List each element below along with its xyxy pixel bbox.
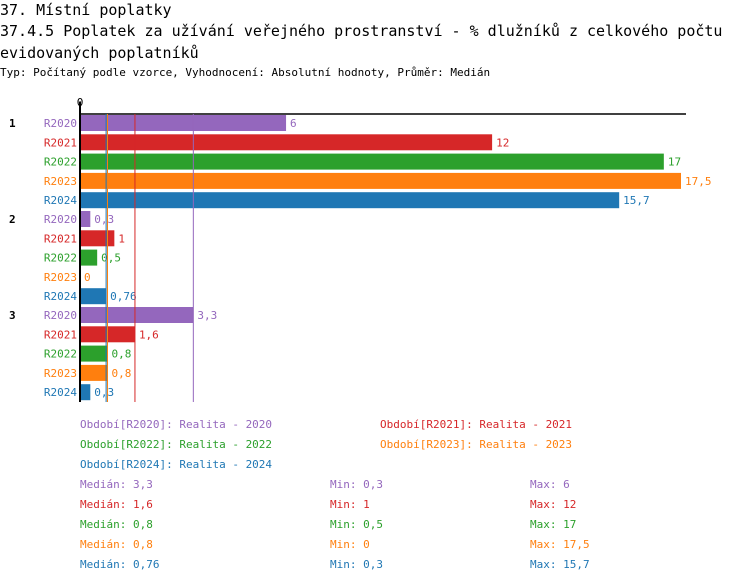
group-label: 1 [9, 117, 16, 130]
legend-item-R2024: Období[R2024]: Realita - 2024 [80, 458, 273, 471]
legend-item-R2022: Období[R2022]: Realita - 2022 [80, 438, 273, 451]
series-row-label: R2024 [44, 194, 77, 207]
data-label: 15,7 [623, 194, 650, 207]
bar-R2022-group-3 [80, 345, 108, 362]
series-row-label: R2024 [44, 290, 77, 303]
bar-R2023-group-3 [80, 364, 108, 381]
data-label: 17 [668, 156, 681, 169]
group-label: 3 [9, 309, 16, 322]
min-stat-R2023: Min: 0 [330, 538, 370, 551]
chart-subtitle: Typ: Počítaný podle vzorce, Vyhodnocení:… [0, 66, 491, 79]
data-label: 1 [118, 232, 125, 245]
series-row-label: R2023 [44, 271, 77, 284]
series-row-label: R2020 [44, 117, 77, 130]
min-stat-R2020: Min: 0,3 [330, 478, 383, 491]
bar-R2020-group-2 [80, 211, 91, 227]
series-row-label: R2022 [44, 252, 77, 265]
series-row-label: R2023 [44, 175, 77, 188]
legend-item-R2023: Období[R2023]: Realita - 2023 [380, 438, 573, 451]
section-title: 37. Místní poplatky [0, 1, 172, 19]
data-label: 6 [290, 117, 297, 130]
group-label: 2 [9, 213, 16, 226]
median-stat-R2023: Medián: 0,8 [80, 538, 153, 551]
bar-R2022-group-1 [80, 153, 664, 170]
bar-R2024-group-3 [80, 384, 91, 401]
max-stat-R2023: Max: 17,5 [530, 538, 590, 551]
series-row-label: R2022 [44, 156, 77, 169]
series-row-label: R2023 [44, 367, 77, 380]
series-row-label: R2021 [44, 136, 77, 149]
max-stat-R2020: Max: 6 [530, 478, 570, 491]
data-label: 12 [496, 136, 509, 149]
bar-R2023-group-1 [80, 172, 681, 189]
data-label: 0,3 [94, 386, 114, 399]
series-row-label: R2024 [44, 386, 77, 399]
series-row-label: R2021 [44, 328, 77, 341]
median-stat-R2021: Medián: 1,6 [80, 498, 153, 511]
bar-R2021-group-2 [80, 230, 115, 247]
legend-item-R2020: Období[R2020]: Realita - 2020 [80, 418, 273, 431]
bar-R2021-group-1 [80, 134, 493, 151]
data-label: 17,5 [685, 175, 712, 188]
series-row-label: R2020 [44, 213, 77, 226]
max-stat-R2024: Max: 15,7 [530, 558, 590, 571]
series-row-label: R2022 [44, 348, 77, 361]
data-label: 0,5 [101, 252, 121, 265]
bar-R2024-group-2 [80, 288, 107, 305]
max-stat-R2022: Max: 17 [530, 518, 577, 531]
max-stat-R2021: Max: 12 [530, 498, 577, 511]
median-stat-R2020: Medián: 3,3 [80, 478, 153, 491]
data-label: 0,76 [110, 290, 137, 303]
legend-item-R2021: Období[R2021]: Realita - 2021 [380, 418, 573, 431]
data-label: 1,6 [139, 328, 159, 341]
min-stat-R2024: Min: 0,3 [330, 558, 383, 571]
median-stat-R2022: Medián: 0,8 [80, 518, 153, 531]
data-label: 0,8 [111, 348, 131, 361]
data-label: 0 [84, 271, 91, 284]
bar-R2024-group-1 [80, 192, 620, 209]
series-row-label: R2021 [44, 232, 77, 245]
min-stat-R2022: Min: 0,5 [330, 518, 383, 531]
bar-R2020-group-1 [80, 115, 287, 131]
data-label: 0,3 [94, 213, 114, 226]
data-label: 3,3 [197, 309, 217, 322]
bar-R2022-group-2 [80, 249, 98, 266]
series-row-label: R2020 [44, 309, 77, 322]
data-label: 0,8 [111, 367, 131, 380]
bar-R2020-group-3 [80, 307, 194, 323]
chart-title: 37.4.5 Poplatek za užívání veřejného pro… [0, 22, 723, 62]
median-stat-R2024: Medián: 0,76 [80, 558, 160, 571]
min-stat-R2021: Min: 1 [330, 498, 370, 511]
